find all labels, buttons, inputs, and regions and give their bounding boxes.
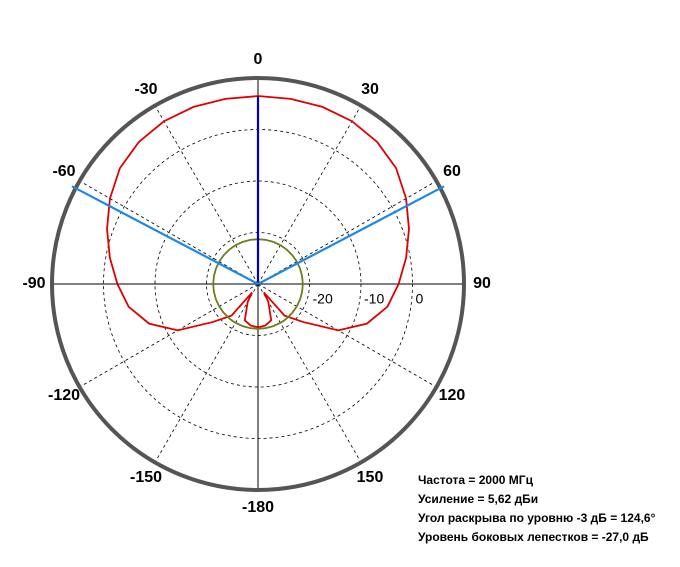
theta-tick-label: 30	[361, 81, 379, 98]
theta-tick-label: -30	[134, 81, 157, 98]
theta-tick-label: 150	[357, 469, 384, 486]
theta-tick-label: -180	[242, 499, 274, 516]
grid-spoke	[257, 180, 437, 285]
annotation: Частота = 2000 МГц	[418, 473, 534, 487]
theta-tick-label: 120	[439, 387, 466, 404]
theta-tick-label: -90	[22, 275, 45, 292]
annotation: Уровень боковых лепестков = -27,0 дБ	[418, 530, 649, 544]
r-tick-label: -10	[364, 291, 384, 307]
theta-tick-label: 0	[254, 51, 263, 68]
grid-spoke	[79, 283, 259, 388]
annotation: Усиление = 5,62 дБи	[418, 492, 538, 506]
theta-tick-label: 90	[473, 275, 491, 292]
beam-line	[71, 185, 259, 285]
r-tick-label: 0	[416, 291, 424, 307]
theta-tick-label: -60	[52, 163, 75, 180]
grid-spoke	[79, 180, 259, 285]
outer-ring	[50, 76, 466, 492]
grid-spoke	[154, 283, 259, 463]
r-tick-label: -20	[313, 291, 333, 307]
grid-spoke	[257, 283, 437, 388]
theta-tick-label: 60	[443, 163, 461, 180]
pattern-line	[106, 95, 410, 332]
beam-line	[257, 185, 445, 285]
theta-tick-label: -120	[48, 387, 80, 404]
theta-tick-label: -150	[130, 469, 162, 486]
grid-spoke	[154, 105, 259, 285]
grid-spoke	[257, 105, 362, 285]
annotation: Угол раскрыва по уровню -3 дБ = 124,6°	[418, 511, 656, 525]
grid-spoke	[257, 283, 362, 463]
